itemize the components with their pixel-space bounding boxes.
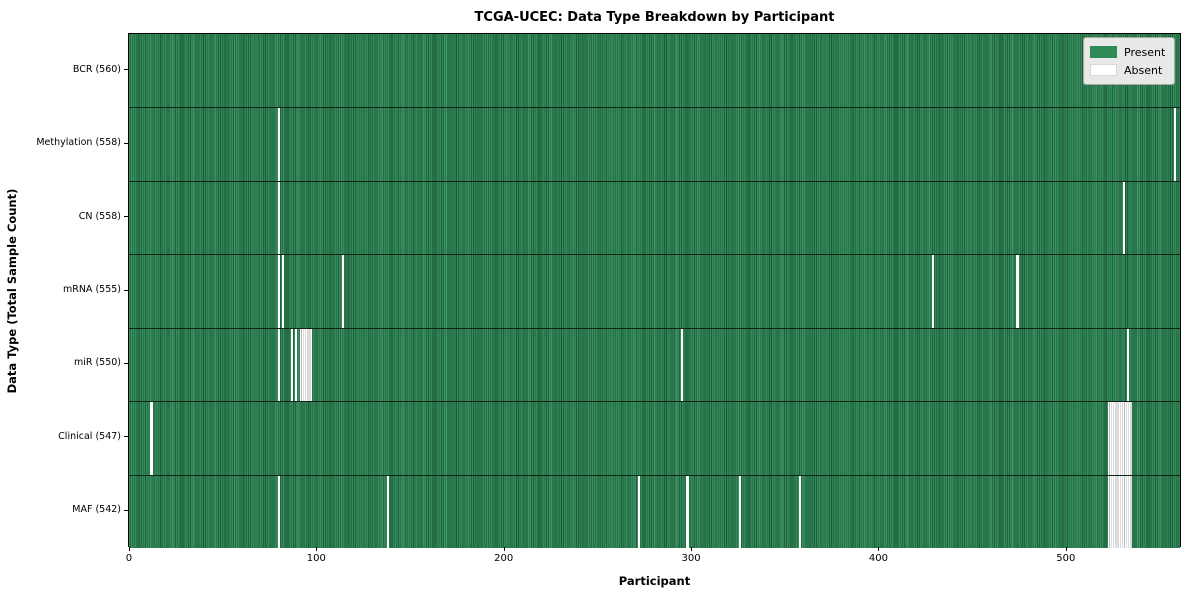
absent-stripe-MAF-298 [686,475,689,548]
absent-stripe-mRNA-114 [341,255,344,328]
legend-item-present: Present [1090,43,1166,61]
absent-stripe-miR-80 [277,328,281,402]
heatmap-plot-area [128,33,1181,548]
absent-stripe-MAF-523 [1107,475,1133,548]
heatmap-row-Clinical [129,401,1180,475]
legend-swatch-present [1090,46,1117,58]
y-tick-mark-Methylation [124,142,128,144]
x-tick-label-0: 0 [125,553,133,564]
heatmap-row-BCR [129,34,1180,108]
y-tick-mark-CN [124,216,128,218]
y-tick-label-CN: CN (558) [78,210,121,222]
absent-stripe-Clinical-12 [150,402,153,475]
y-tick-mark-BCR [124,69,128,71]
absent-stripe-miR-87 [291,328,294,402]
absent-stripe-CN-80 [277,181,281,255]
absent-stripe-Methylation-80 [277,108,281,181]
heatmap-row-Methylation [129,107,1180,181]
y-tick-label-BCR: BCR (560) [72,63,121,75]
y-tick-label-mRNA: mRNA (555) [62,284,121,295]
x-tick-label-100: 100 [306,553,326,564]
x-tick-mark-400 [878,547,880,551]
x-tick-mark-500 [1065,547,1067,551]
x-tick-mark-200 [503,547,505,551]
x-tick-mark-0 [128,547,130,551]
legend-item-absent: Absent [1090,61,1166,79]
absent-stripe-Methylation-558 [1173,108,1176,181]
x-tick-mark-300 [691,547,693,551]
absent-stripe-mRNA-80 [277,255,281,328]
absent-stripe-MAF-80 [277,475,281,548]
x-tick-label-500: 500 [1056,553,1076,564]
heatmap-row-miR [129,327,1180,402]
y-tick-label-MAF: MAF (542) [72,504,121,516]
x-tick-label-300: 300 [681,553,701,564]
legend-label-present: Present [1124,45,1166,59]
y-tick-mark-Clinical [124,436,128,438]
x-tick-mark-100 [316,547,318,551]
x-axis-label: Participant [618,574,691,588]
absent-stripe-MAF-326 [738,475,742,548]
y-tick-label-miR: miR (550) [73,357,121,369]
heatmap-row-CN [129,180,1180,255]
absent-stripe-mRNA-429 [931,255,935,328]
chart-title: TCGA-UCEC: Data Type Breakdown by Partic… [474,10,835,25]
absent-stripe-Clinical-523 [1107,402,1133,475]
absent-stripe-miR-295 [680,328,684,402]
x-tick-label-400: 400 [868,553,888,564]
absent-stripe-mRNA-82 [281,255,285,328]
y-tick-mark-miR [124,362,128,364]
heatmap-row-MAF [129,474,1180,548]
y-tick-label-Clinical: Clinical (547) [58,430,121,442]
heatmap-row-mRNA [129,254,1180,328]
legend: Present Absent [1083,37,1175,85]
legend-label-absent: Absent [1124,63,1163,77]
absent-stripe-MAF-272 [637,475,641,548]
absent-stripe-miR-92 [300,328,312,402]
absent-stripe-miR-89 [294,328,298,402]
y-tick-label-Methylation: Methylation (558) [36,137,121,149]
absent-stripe-miR-533 [1126,328,1130,402]
absent-stripe-MAF-358 [798,475,802,548]
absent-stripe-MAF-138 [386,475,389,548]
y-tick-mark-MAF [124,509,128,511]
x-tick-label-200: 200 [494,553,514,564]
legend-swatch-absent [1090,64,1117,76]
absent-stripe-mRNA-474 [1016,255,1019,328]
y-tick-mark-mRNA [124,289,128,291]
absent-stripe-CN-531 [1122,181,1126,255]
